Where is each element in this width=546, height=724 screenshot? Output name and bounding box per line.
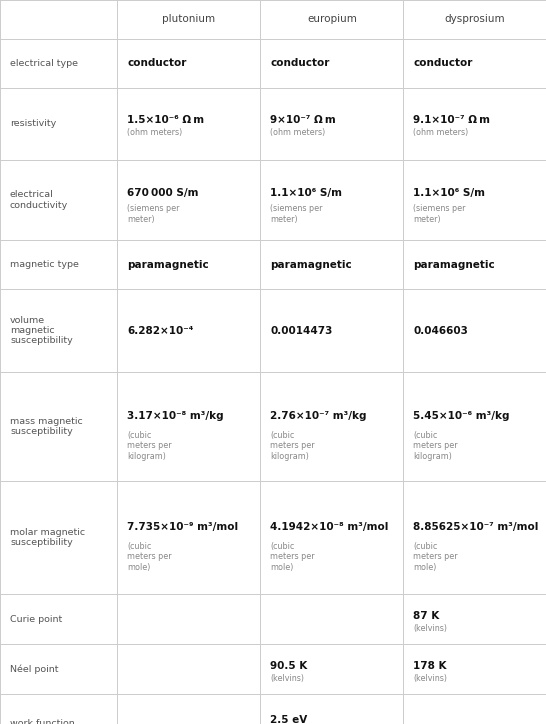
Text: 9×10⁻⁷ Ω m: 9×10⁻⁷ Ω m <box>270 115 336 125</box>
Text: 5.45×10⁻⁶ m³/kg: 5.45×10⁻⁶ m³/kg <box>413 411 510 421</box>
Text: (cubic
meters per
mole): (cubic meters per mole) <box>127 542 172 572</box>
Text: paramagnetic: paramagnetic <box>413 260 495 269</box>
Text: (cubic
meters per
kilogram): (cubic meters per kilogram) <box>127 431 172 460</box>
Text: (kelvins): (kelvins) <box>270 674 305 683</box>
Text: dysprosium: dysprosium <box>444 14 505 25</box>
Text: (siemens per
meter): (siemens per meter) <box>270 204 323 224</box>
Text: 670 000 S/m: 670 000 S/m <box>127 188 199 198</box>
Text: (ohm meters): (ohm meters) <box>127 128 183 137</box>
Text: 0.0014473: 0.0014473 <box>270 326 333 335</box>
Text: 7.735×10⁻⁹ m³/mol: 7.735×10⁻⁹ m³/mol <box>127 522 239 532</box>
Text: paramagnetic: paramagnetic <box>270 260 352 269</box>
Text: europium: europium <box>307 14 357 25</box>
Text: Néel point: Néel point <box>10 665 58 674</box>
Text: molar magnetic
susceptibility: molar magnetic susceptibility <box>10 528 85 547</box>
Text: Curie point: Curie point <box>10 615 62 624</box>
Text: 90.5 K: 90.5 K <box>270 661 308 671</box>
Text: (cubic
meters per
kilogram): (cubic meters per kilogram) <box>413 431 458 460</box>
Text: 8.85625×10⁻⁷ m³/mol: 8.85625×10⁻⁷ m³/mol <box>413 522 539 532</box>
Text: 1.5×10⁻⁶ Ω m: 1.5×10⁻⁶ Ω m <box>127 115 205 125</box>
Text: magnetic type: magnetic type <box>10 260 79 269</box>
Text: 2.76×10⁻⁷ m³/kg: 2.76×10⁻⁷ m³/kg <box>270 411 367 421</box>
Text: volume
magnetic
susceptibility: volume magnetic susceptibility <box>10 316 73 345</box>
Text: work function: work function <box>10 719 75 724</box>
Text: conductor: conductor <box>413 58 473 68</box>
Text: electrical
conductivity: electrical conductivity <box>10 190 68 210</box>
Text: 6.282×10⁻⁴: 6.282×10⁻⁴ <box>127 326 194 335</box>
Text: electrical type: electrical type <box>10 59 78 68</box>
Text: 9.1×10⁻⁷ Ω m: 9.1×10⁻⁷ Ω m <box>413 115 490 125</box>
Text: (ohm meters): (ohm meters) <box>413 128 469 137</box>
Text: (ohm meters): (ohm meters) <box>270 128 326 137</box>
Text: 1.1×10⁶ S/m: 1.1×10⁶ S/m <box>413 188 485 198</box>
Text: (cubic
meters per
mole): (cubic meters per mole) <box>413 542 458 572</box>
Text: (siemens per
meter): (siemens per meter) <box>413 204 466 224</box>
Text: (cubic
meters per
mole): (cubic meters per mole) <box>270 542 315 572</box>
Text: 87 K: 87 K <box>413 611 440 621</box>
Text: 0.046603: 0.046603 <box>413 326 468 335</box>
Text: (siemens per
meter): (siemens per meter) <box>127 204 180 224</box>
Text: 3.17×10⁻⁸ m³/kg: 3.17×10⁻⁸ m³/kg <box>127 411 224 421</box>
Text: plutonium: plutonium <box>162 14 216 25</box>
Text: resistivity: resistivity <box>10 119 56 128</box>
Text: (cubic
meters per
kilogram): (cubic meters per kilogram) <box>270 431 315 460</box>
Text: paramagnetic: paramagnetic <box>127 260 209 269</box>
Text: mass magnetic
susceptibility: mass magnetic susceptibility <box>10 417 83 436</box>
Text: (kelvins): (kelvins) <box>413 674 448 683</box>
Text: 1.1×10⁶ S/m: 1.1×10⁶ S/m <box>270 188 342 198</box>
Text: 2.5 eV: 2.5 eV <box>270 715 308 724</box>
Text: (kelvins): (kelvins) <box>413 624 448 633</box>
Text: 4.1942×10⁻⁸ m³/mol: 4.1942×10⁻⁸ m³/mol <box>270 522 389 532</box>
Text: conductor: conductor <box>127 58 187 68</box>
Text: 178 K: 178 K <box>413 661 447 671</box>
Text: conductor: conductor <box>270 58 330 68</box>
